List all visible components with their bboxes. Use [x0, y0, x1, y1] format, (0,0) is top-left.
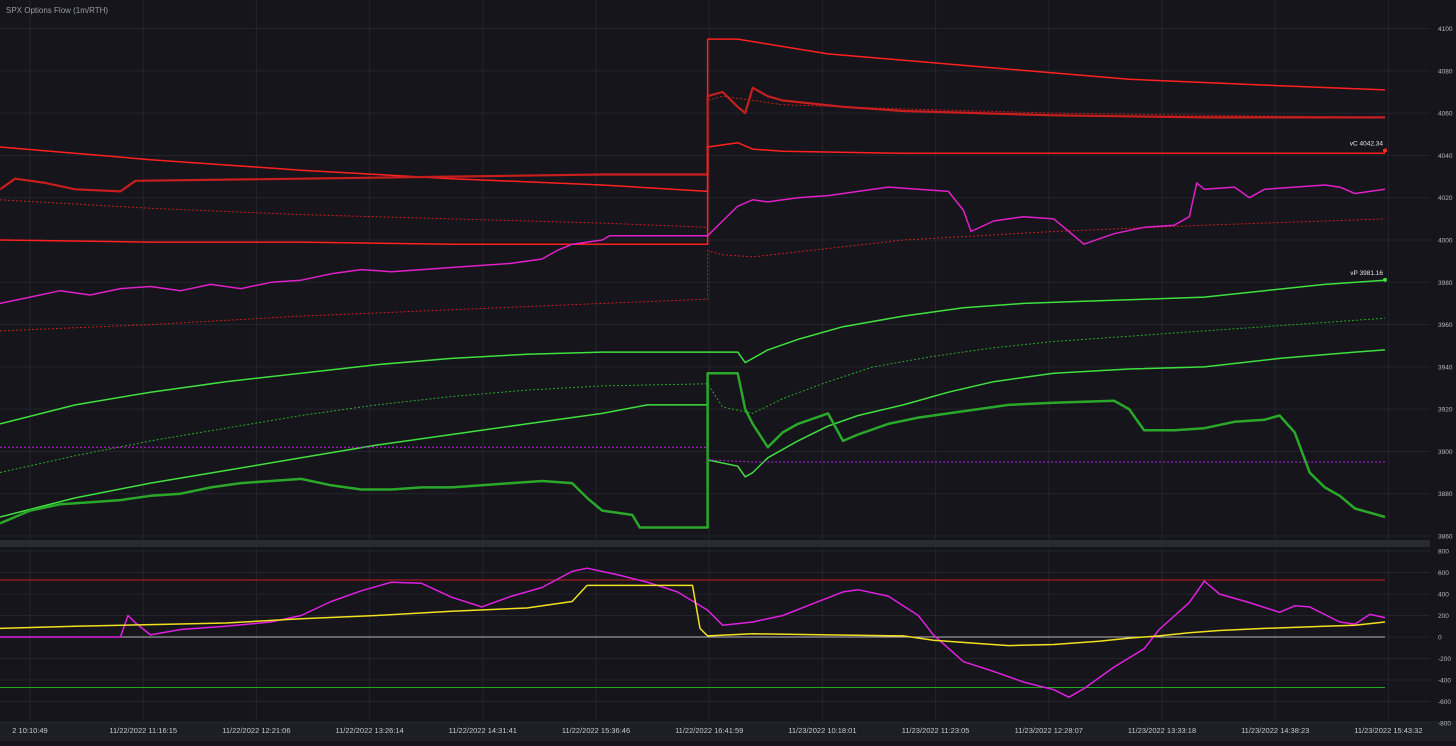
price-series-line: [0, 349, 1386, 518]
y-tick-label: 3900: [1438, 449, 1453, 456]
annotation-label: vP 3981.16: [1350, 270, 1383, 277]
x-tick-label: 11/23/2022 12:28:07: [1015, 726, 1083, 735]
x-tick-label: 11/22/2022 16:41:59: [675, 726, 743, 735]
panel-divider: [0, 540, 1456, 547]
label-layer: 2 10:10:49 11/22/2022 11:16:15 11/22/2022 …: [12, 26, 1453, 735]
price-series-line: [0, 86, 1385, 193]
annotation-marker: [1383, 148, 1387, 153]
y-tick-label: 4020: [1438, 195, 1453, 202]
y-tick-label: 4100: [1438, 26, 1453, 33]
x-tick-label: 11/23/2022 10:18:01: [788, 726, 856, 735]
y-tick-label: -400: [1438, 678, 1451, 685]
annotation-label: vC 4042.34: [1350, 140, 1384, 147]
x-tick-label: 11/22/2022 14:31:41: [449, 726, 517, 735]
x-tick-label: 11/23/2022 13:33:18: [1128, 726, 1196, 735]
osc-panel-bg: [0, 547, 1430, 721]
y-tick-label: -600: [1438, 699, 1451, 706]
x-tick-label: 11/22/2022 11:16:15: [109, 726, 177, 735]
y-tick-label: 3860: [1438, 534, 1453, 541]
y-tick-label: 4040: [1438, 153, 1453, 160]
y-tick-label: 3920: [1438, 407, 1453, 414]
x-axis-strip: [0, 721, 1456, 741]
x-tick-label: 11/22/2022 12:21:06: [222, 726, 290, 735]
price-series-line: [0, 446, 1385, 463]
x-tick-label: 11/23/2022 11:23:05: [902, 726, 970, 735]
y-tick-label: 3960: [1438, 322, 1453, 329]
y-tick-label: -200: [1438, 656, 1451, 663]
y-tick-label: 200: [1438, 613, 1449, 620]
oscillator-series-line: [0, 584, 1386, 647]
annotation-marker: [1383, 277, 1387, 282]
y-tick-label: 3980: [1438, 280, 1453, 287]
x-tick-label: 11/22/2022 15:36:46: [562, 726, 630, 735]
price-series-line: [0, 371, 1386, 529]
y-tick-label: 600: [1438, 570, 1449, 577]
price-series-line: [0, 317, 1386, 474]
price-series-line: [0, 38, 1386, 193]
y-tick-label: 0: [1438, 635, 1442, 642]
series-layer: [0, 38, 1387, 698]
y-tick-label: 4000: [1438, 238, 1453, 245]
chart-title: SPX Options Flow (1m/RTH): [6, 6, 109, 15]
x-tick-label: 11/23/2022 14:38:23: [1241, 726, 1309, 735]
y-tick-label: 800: [1438, 549, 1449, 556]
x-tick-label: 2 10:10:49: [12, 726, 47, 735]
y-tick-label: 3880: [1438, 491, 1453, 498]
y-tick-label: -800: [1438, 721, 1451, 728]
x-tick-label: 11/22/2022 13:26:14: [335, 726, 403, 735]
oscillator-series-line: [0, 567, 1386, 698]
y-tick-label: 400: [1438, 592, 1449, 599]
price-series-line: [0, 218, 1386, 332]
y-tick-label: 4080: [1438, 68, 1453, 75]
y-tick-label: 3940: [1438, 364, 1453, 371]
right-axis-strip: [1430, 0, 1456, 721]
price-series-line: [0, 95, 1386, 228]
price-series-line: [0, 182, 1386, 305]
price-panel-bg: [0, 0, 1430, 540]
y-tick-label: 4060: [1438, 111, 1453, 118]
x-tick-label: 11/23/2022 15:43:32: [1354, 726, 1422, 735]
price-series-line: [0, 141, 1385, 245]
price-series-line: [0, 279, 1386, 425]
